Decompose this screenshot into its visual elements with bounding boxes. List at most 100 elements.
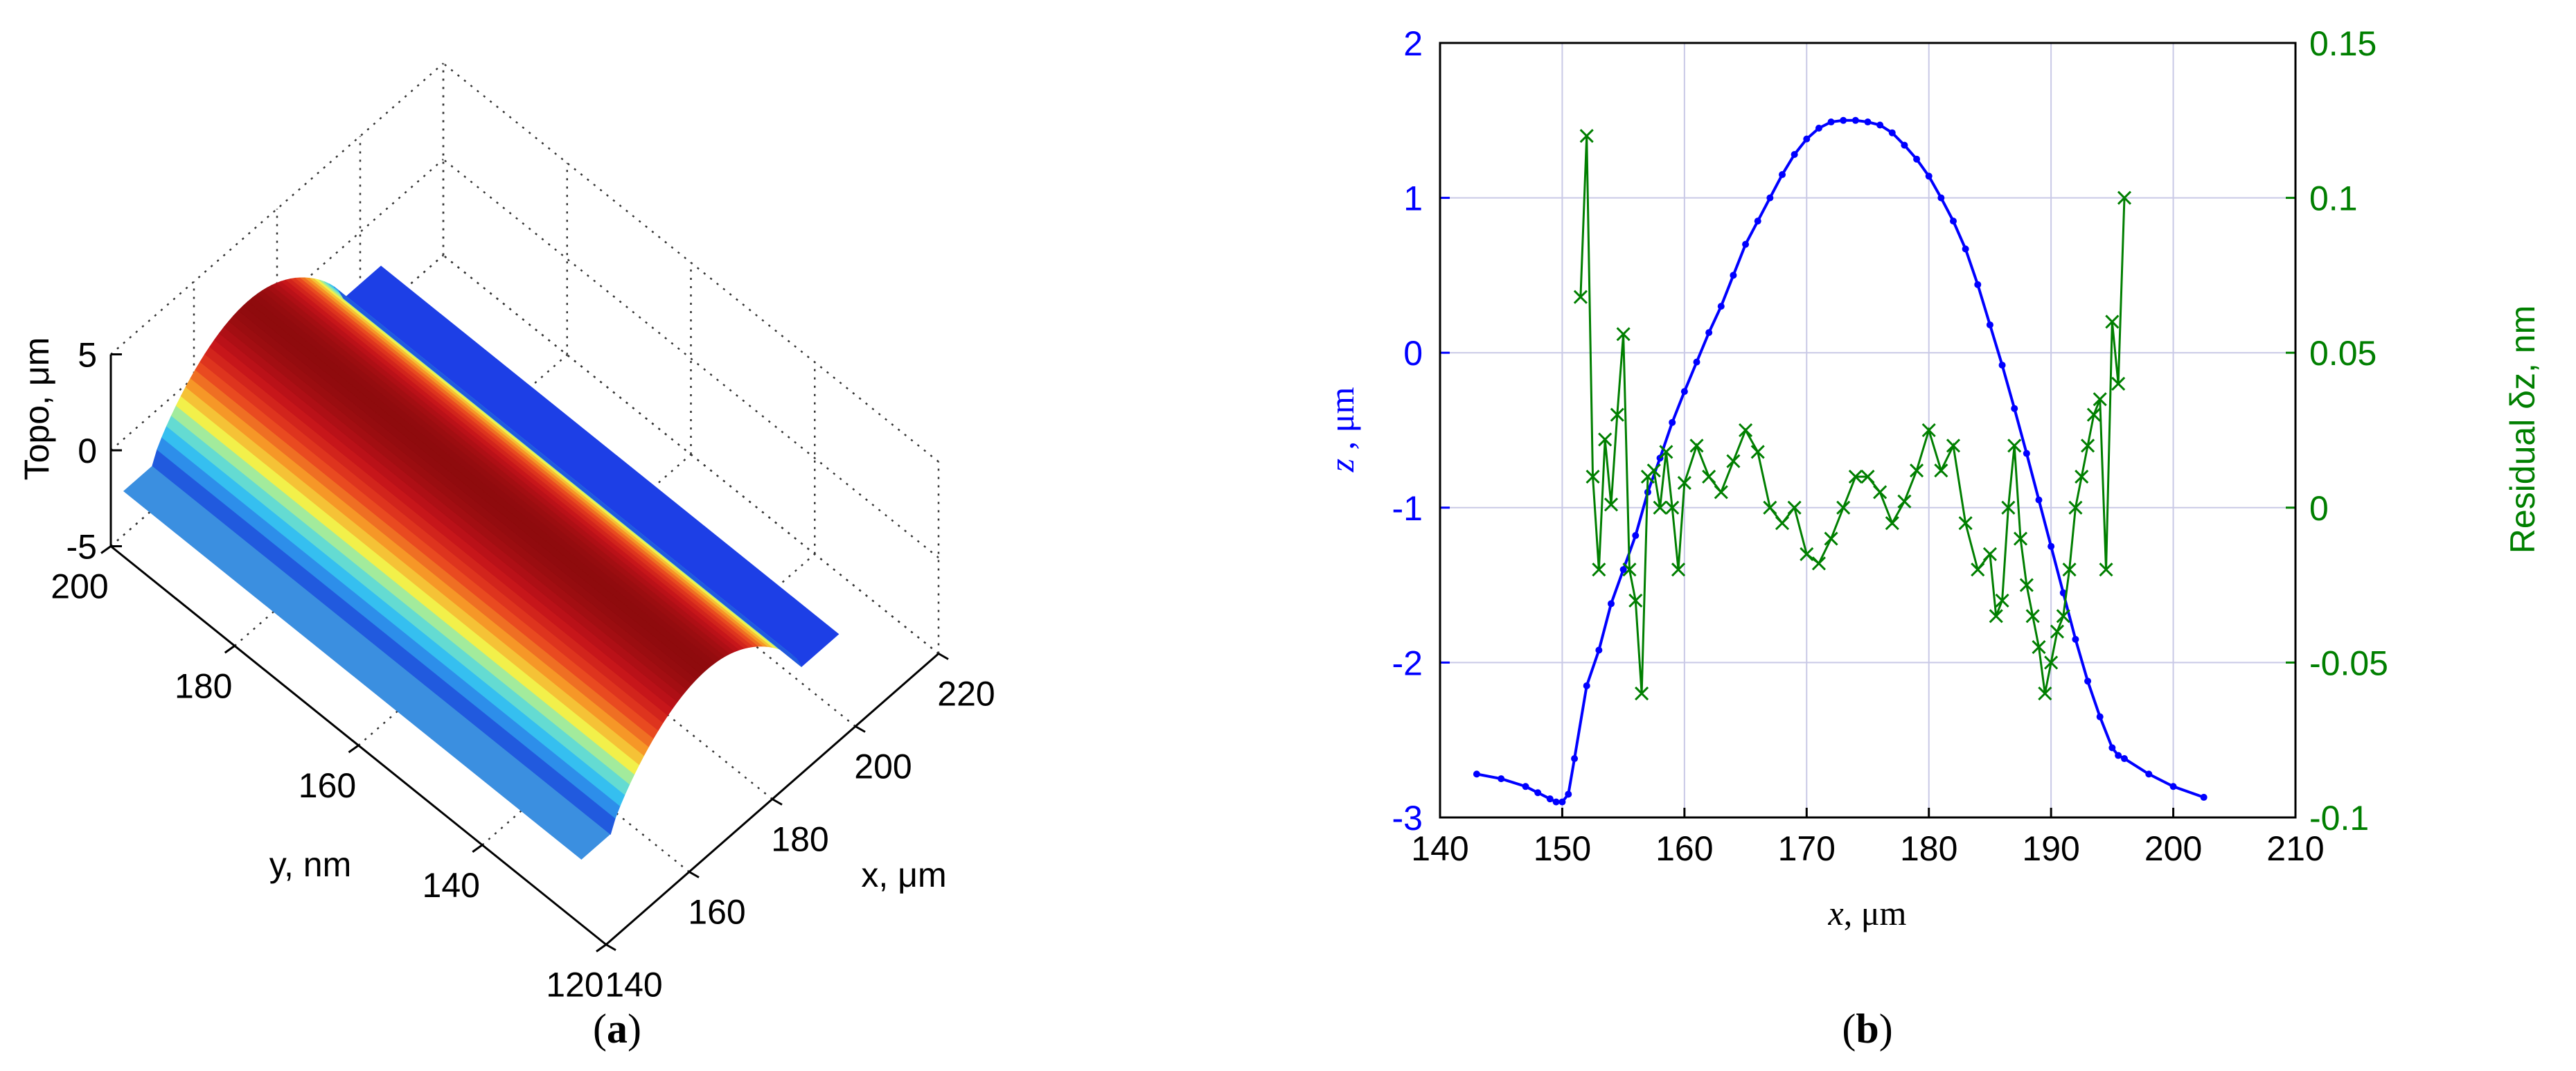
x-tick-label: 180	[1900, 829, 1957, 868]
right-y-tick-label: -0.1	[2309, 799, 2369, 838]
residual-point	[2007, 439, 2022, 453]
profile-point	[1851, 116, 1859, 124]
residual-point	[2105, 315, 2120, 329]
grid-line	[443, 159, 939, 558]
left-y-axis-label: z , μm	[1322, 387, 1361, 473]
residual-point	[1971, 563, 1985, 577]
profile-point	[1608, 600, 1615, 608]
residual-point	[2032, 639, 2046, 655]
profile-point	[2023, 450, 2030, 457]
y-tick-label: 140	[423, 866, 480, 905]
residual-point	[1958, 516, 1973, 531]
right-y-tick-label: 0.15	[2309, 24, 2377, 63]
right-y-tick-label: -0.05	[2309, 644, 2388, 682]
profile-point	[2121, 755, 2128, 763]
profile-point	[1901, 141, 1908, 149]
profile-point	[1803, 135, 1811, 143]
profile-point	[1742, 240, 1750, 248]
profile-point	[2115, 752, 2122, 759]
profile-point	[1974, 281, 1982, 288]
profile-point	[1558, 798, 1566, 806]
residual-point	[1635, 687, 1649, 701]
y-tick	[596, 944, 607, 953]
residual-point	[2050, 624, 2065, 639]
residual-point	[1604, 497, 1619, 512]
residual-point	[1739, 423, 1753, 438]
residual-point	[1763, 500, 1777, 515]
residual-point	[1848, 470, 1863, 484]
residual-point	[1628, 593, 1643, 608]
residual-point	[2038, 687, 2052, 701]
profile-point	[2169, 783, 2177, 790]
residual-point	[2044, 655, 2059, 670]
residual-point	[1579, 129, 1594, 143]
profile-point	[1888, 129, 1896, 136]
x-tick	[855, 725, 866, 733]
profile-point	[1815, 124, 1822, 132]
profile-point	[2084, 678, 2092, 685]
x-tick	[605, 944, 616, 951]
profile-point	[1913, 155, 1921, 163]
x-tick-label: 170	[1778, 829, 1836, 868]
z-tick-label: -5	[66, 528, 97, 567]
caption-a: (a)	[593, 1006, 641, 1052]
x-axis-label: x, μm	[861, 856, 946, 894]
profile-point	[1534, 789, 1542, 797]
residual-point	[1671, 563, 1686, 577]
residual-point	[2068, 500, 2083, 515]
residual-point	[2013, 531, 2028, 546]
x-tick-label: 160	[688, 893, 745, 932]
residual-point	[1665, 500, 1680, 515]
residual-point	[1811, 556, 1826, 571]
profile-point	[1619, 566, 1627, 574]
z-tick-label: 0	[78, 432, 97, 470]
line-plot-b: 140 150 160 170 180 190 200 210 -3 -2 -1 0 1 2 -0.1 -0.…	[1322, 24, 2542, 1052]
residual-point	[1622, 563, 1637, 577]
profile-point	[2200, 793, 2208, 801]
residual-point	[1824, 531, 1838, 546]
profile-point	[2035, 496, 2043, 504]
profile-point	[2048, 542, 2055, 550]
x-tick	[772, 798, 783, 806]
residual-point	[1995, 593, 2009, 608]
caption-b: (b)	[1842, 1006, 1892, 1052]
y-tick	[100, 545, 112, 554]
x-tick-label: 200	[2144, 829, 2202, 868]
residual-point	[2081, 439, 2095, 453]
residual-point	[1689, 439, 1704, 453]
profile-point	[1766, 194, 1774, 202]
profile-point	[1680, 388, 1688, 396]
left-y-tick-label: 2	[1403, 24, 1423, 63]
profile-point	[2108, 744, 2116, 752]
residual-point	[1702, 470, 1716, 484]
residual-point	[1982, 547, 1997, 561]
profile-point	[1876, 121, 1884, 129]
profile-point	[1705, 329, 1713, 337]
y-tick	[472, 844, 483, 853]
z-tick-label: 5	[78, 336, 97, 375]
profile-point	[1779, 171, 1786, 179]
profile-point	[1571, 755, 1579, 763]
x-tick-label: 160	[1655, 829, 1713, 868]
profile-point	[1840, 116, 1847, 124]
residual-point	[2111, 376, 2126, 391]
profile-point	[1669, 418, 1676, 426]
y-tick-label: 200	[51, 567, 108, 606]
residual-point	[1585, 470, 1600, 484]
grid-lines-b	[1439, 42, 2297, 819]
residual-point	[1921, 423, 1936, 438]
x-tick-label: 200	[854, 747, 912, 786]
profile-point	[1546, 795, 1554, 803]
residual-point	[1598, 432, 1613, 447]
residual-point	[1646, 463, 1661, 478]
x-tick-label: 180	[771, 820, 828, 859]
residual-point	[1885, 516, 1899, 531]
right-y-tick-label: 0.1	[2309, 179, 2358, 218]
y-axis-label: y, nm	[269, 845, 352, 884]
profile-point	[1791, 150, 1798, 158]
x-axis-label-b: x, μm	[1828, 894, 1907, 932]
left-y-tick-label: 1	[1403, 179, 1423, 218]
profile-point	[2145, 770, 2153, 778]
